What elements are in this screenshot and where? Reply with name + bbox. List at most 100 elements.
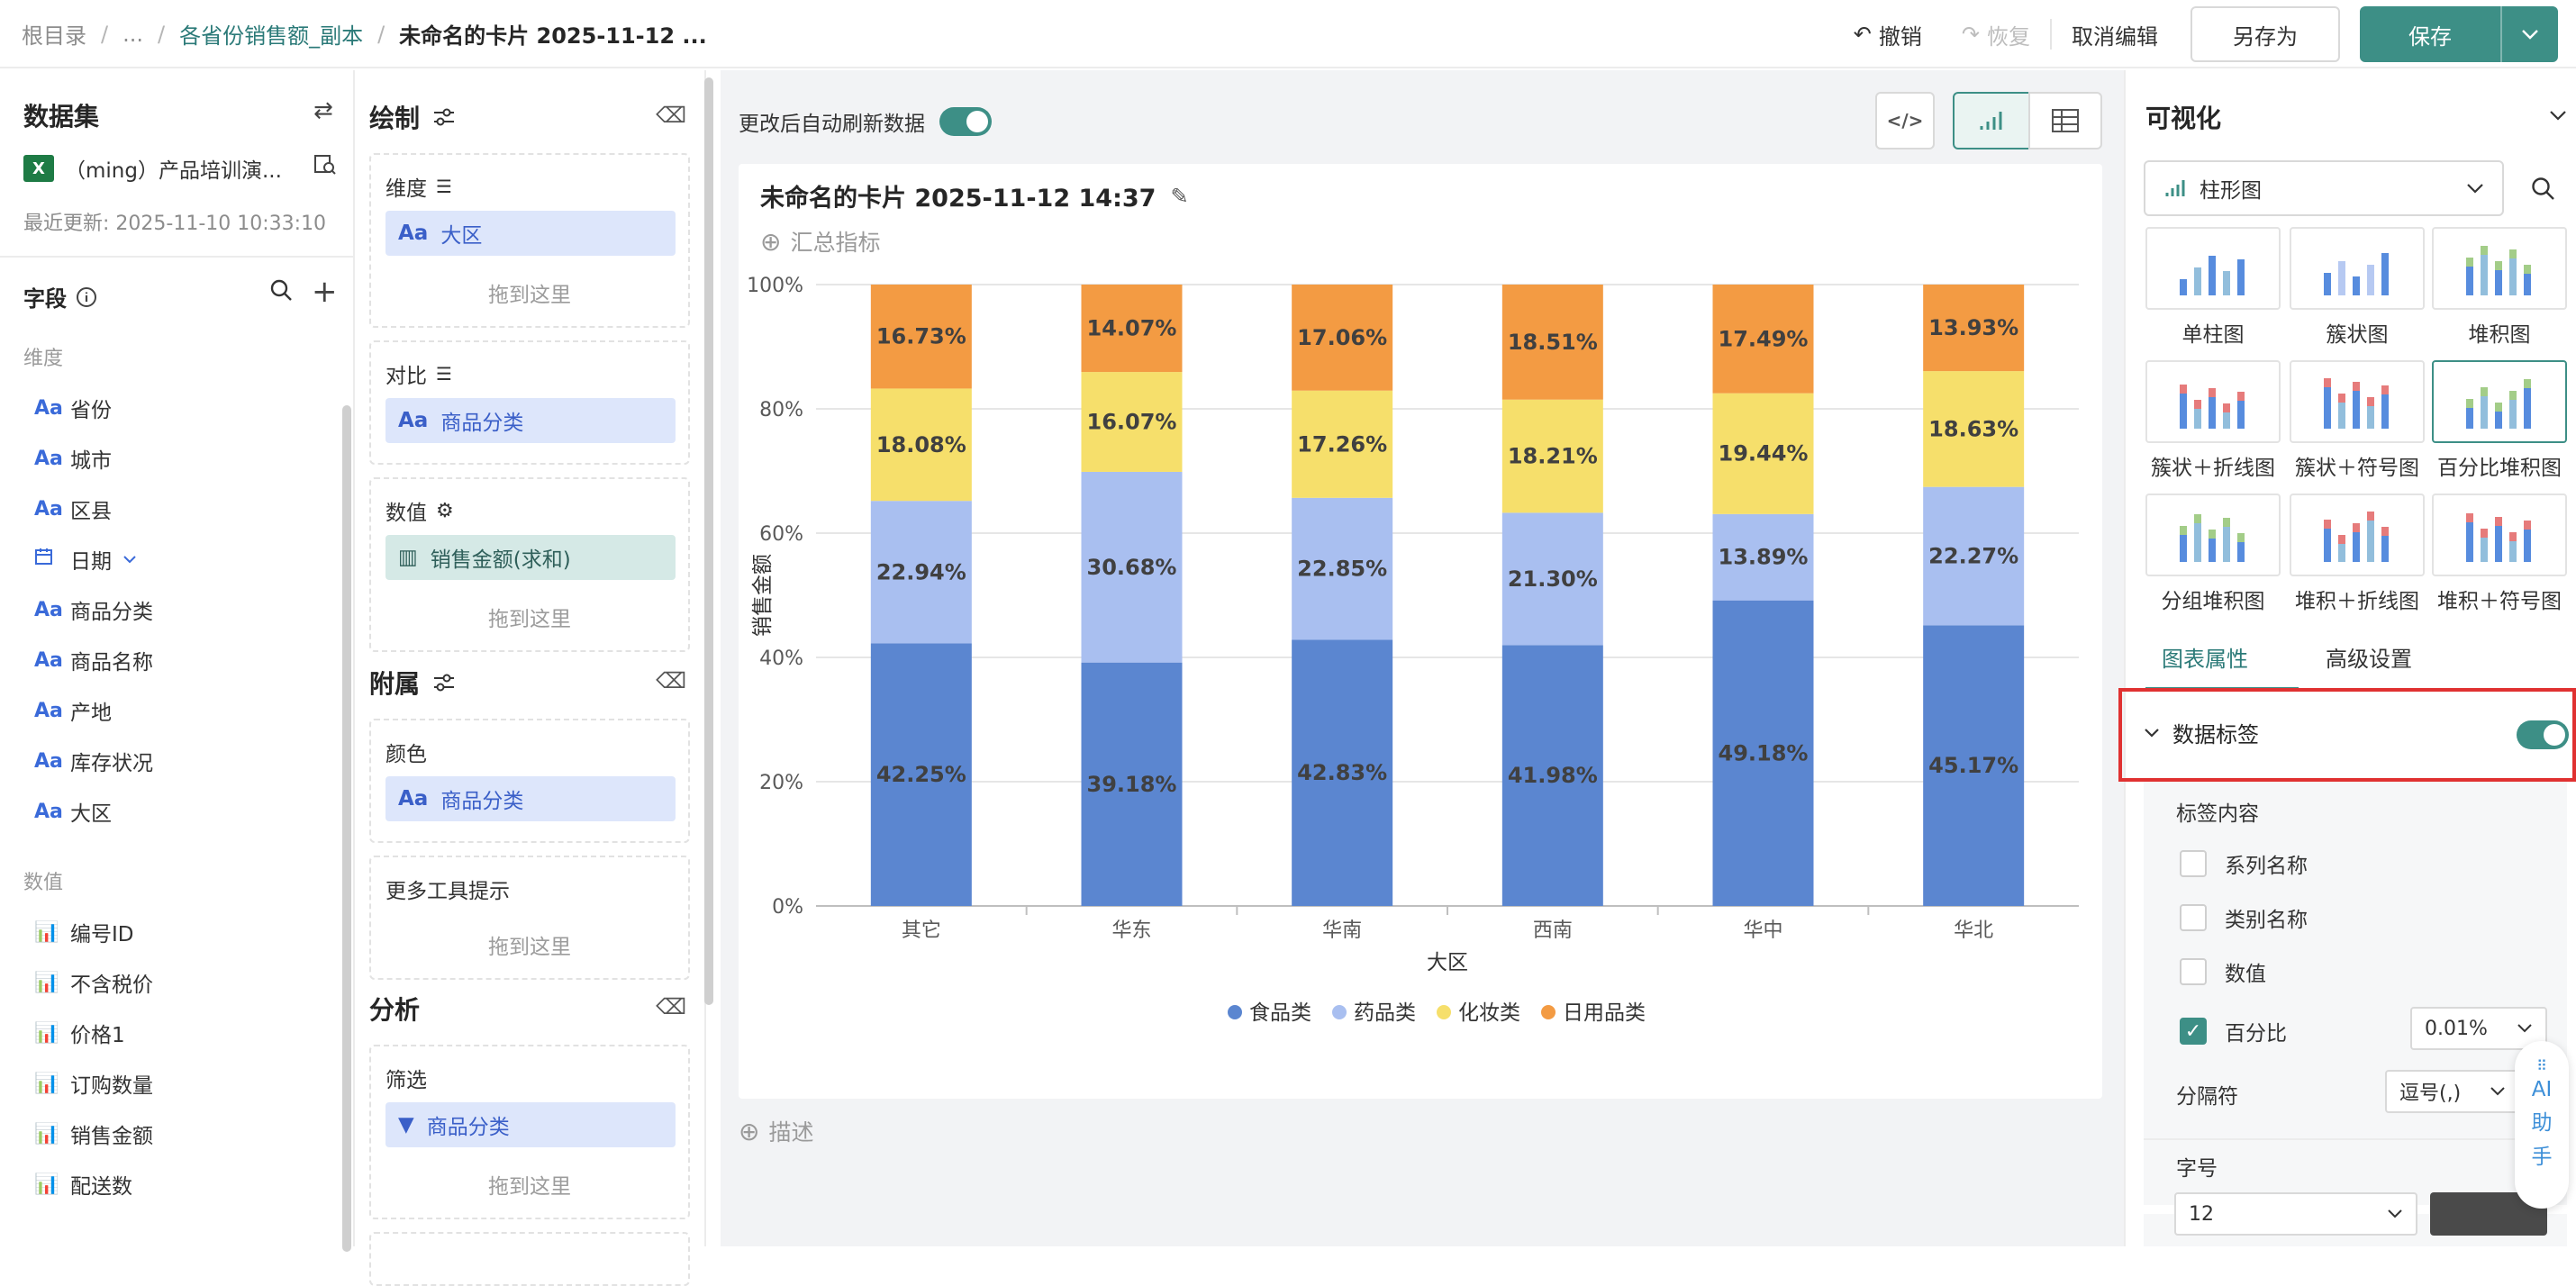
chart-type-option[interactable] [2145,360,2281,443]
search-icon[interactable] [268,277,294,309]
add-field-icon[interactable]: + [312,274,338,310]
add-metric-button[interactable]: ⊕ 汇总指标 [760,225,880,258]
edit-icon[interactable]: ✎ [1170,183,1189,209]
gear-icon[interactable]: ⚙ [436,499,454,522]
cancel-edit-button[interactable]: 取消编辑 [2072,23,2158,50]
option-value[interactable]: 数值 [2180,956,2266,987]
percent-precision-select[interactable]: 0.01% [2410,1007,2547,1050]
search-icon[interactable] [2529,175,2556,202]
chart-type-option[interactable] [2145,227,2281,310]
font-size-select[interactable]: 12 [2174,1192,2417,1236]
field-origin[interactable]: Aa 产地 [34,695,112,726]
field-order-qty[interactable]: 📊 订购数量 [34,1068,153,1099]
filter-well[interactable]: 筛选 ▼ 商品分类 拖到这里 [369,1045,690,1219]
option-category-name[interactable]: 类别名称 [2180,902,2308,933]
undo-button[interactable]: ↶ 撤销 [1834,5,1942,63]
field-id[interactable]: 📊 编号ID [34,917,134,947]
chart-type-option[interactable] [2290,360,2425,443]
save-dropdown-button[interactable] [2500,6,2558,62]
compare-well[interactable]: 对比 ☰ Aa 商品分类 [369,340,690,465]
checkbox[interactable] [2180,958,2207,985]
checkbox-checked[interactable]: ✓ [2180,1018,2207,1045]
field-delivery-count[interactable]: 📊 配送数 [34,1169,132,1200]
field-county[interactable]: Aa 区县 [34,494,112,524]
chart-type-option[interactable] [2432,360,2567,443]
chevron-down-icon [2490,1087,2505,1096]
eraser-icon[interactable]: ⌫ [656,994,686,1019]
compare-pill[interactable]: Aa 商品分类 [385,398,676,443]
breadcrumb-ellipsis[interactable]: ... [122,21,143,47]
dimension-pill[interactable]: Aa 大区 [385,211,676,256]
chart-type-select[interactable]: 柱形图 [2144,160,2504,216]
tab-advanced-settings[interactable]: 高级设置 [2326,647,2412,672]
chart-type-label[interactable]: 堆积图 [2468,323,2531,347]
save-as-button[interactable]: 另存为 [2191,6,2340,62]
option-series-name[interactable]: 系列名称 [2180,848,2308,879]
table-view-button[interactable] [2028,92,2102,149]
field-region[interactable]: Aa 大区 [34,796,112,827]
field-price-ex-tax[interactable]: 📊 不含税价 [34,967,153,998]
card-title[interactable]: 未命名的卡片 2025-11-12 14:37 [760,185,1156,213]
eraser-icon[interactable]: ⌫ [656,668,686,693]
switch-dataset-icon[interactable]: ⇄ [313,97,333,124]
fields-scrollbar[interactable] [342,405,351,1252]
encoding-scrollbar[interactable] [704,77,713,1005]
chart-type-option[interactable] [2290,227,2425,310]
chart-type-label[interactable]: 堆积＋符号图 [2437,590,2562,613]
chart-type-label[interactable]: 单柱图 [2181,323,2245,347]
chevron-down-icon[interactable] [2549,110,2567,121]
redo-button[interactable]: ↷ 恢复 [1942,5,2050,63]
ai-assistant-button[interactable]: ⠿ AI 助 手 [2515,1041,2569,1209]
filter-pill[interactable]: ▼ 商品分类 [385,1102,676,1147]
chart-type-label[interactable]: 堆积＋折线图 [2295,590,2419,613]
field-product-name[interactable]: Aa 商品名称 [34,645,153,675]
tab-chart-properties[interactable]: 图表属性 [2162,647,2248,672]
analysis-extra-well[interactable] [369,1232,690,1286]
field-sales-amount[interactable]: 📊 销售金额 [34,1118,153,1149]
chart-type-option[interactable] [2145,494,2281,576]
option-percent[interactable]: ✓ 百分比 [2180,1016,2287,1046]
chart-type-option[interactable] [2432,494,2567,576]
eraser-icon[interactable]: ⌫ [656,103,686,128]
dataset-preview-icon[interactable] [313,153,337,183]
color-well[interactable]: 颜色 Aa 商品分类 [369,719,690,843]
color-pill[interactable]: Aa 商品分类 [385,776,676,821]
analysis-section-title: 分析 [369,991,420,1027]
dataset-name-row[interactable]: X （ming）产品培训演... [23,153,282,184]
breadcrumb-root[interactable]: 根目录 [22,23,86,49]
sort-icon[interactable]: ☰ [436,176,452,197]
dimension-well[interactable]: 维度 ☰ Aa 大区 拖到这里 [369,153,690,328]
sort-icon[interactable]: ☰ [436,363,452,385]
field-category[interactable]: Aa 商品分类 [34,594,153,625]
value-well[interactable]: 数值 ⚙ ▥ 销售金额(求和) 拖到这里 [369,477,690,652]
tooltip-well[interactable]: 更多工具提示 拖到这里 [369,856,690,980]
save-button[interactable]: 保存 [2408,23,2452,50]
separator-select[interactable]: 逗号(,) [2385,1070,2520,1113]
chart-type-label[interactable]: 簇状＋折线图 [2151,457,2275,480]
field-province[interactable]: Aa 省份 [34,393,112,423]
chart-type-label[interactable]: 簇状图 [2326,323,2389,347]
field-stock-status[interactable]: Aa 库存状况 [34,746,153,776]
chart-type-label[interactable]: 分组堆积图 [2161,590,2265,613]
chevron-down-icon[interactable] [122,555,137,564]
field-city[interactable]: Aa 城市 [34,443,112,474]
chart-type-label[interactable]: 簇状＋符号图 [2295,457,2419,480]
checkbox[interactable] [2180,904,2207,931]
breadcrumb-parent[interactable]: 各省份销售额_副本 [179,23,364,49]
settings-sliders-icon[interactable] [432,107,456,127]
chart-type-option[interactable] [2290,494,2425,576]
settings-sliders-icon[interactable] [432,673,456,693]
value-pill[interactable]: ▥ 销售金额(求和) [385,535,676,580]
data-label-section-header[interactable]: 数据标签 [2144,717,2259,748]
chart-view-button[interactable] [1953,92,2030,149]
field-price1[interactable]: 📊 价格1 [34,1018,125,1048]
chart-type-label[interactable]: 百分比堆积图 [2437,457,2562,480]
add-description-button[interactable]: ⊕ 描述 [739,1115,813,1147]
chart-type-option[interactable] [2432,227,2567,310]
code-view-button[interactable]: </> [1875,92,1935,149]
checkbox[interactable] [2180,850,2207,877]
field-date[interactable]: 日期 [34,544,137,575]
data-label-toggle[interactable] [2517,720,2569,749]
chart-thumbnail-icon [2324,253,2389,295]
auto-refresh-toggle[interactable] [939,107,992,136]
